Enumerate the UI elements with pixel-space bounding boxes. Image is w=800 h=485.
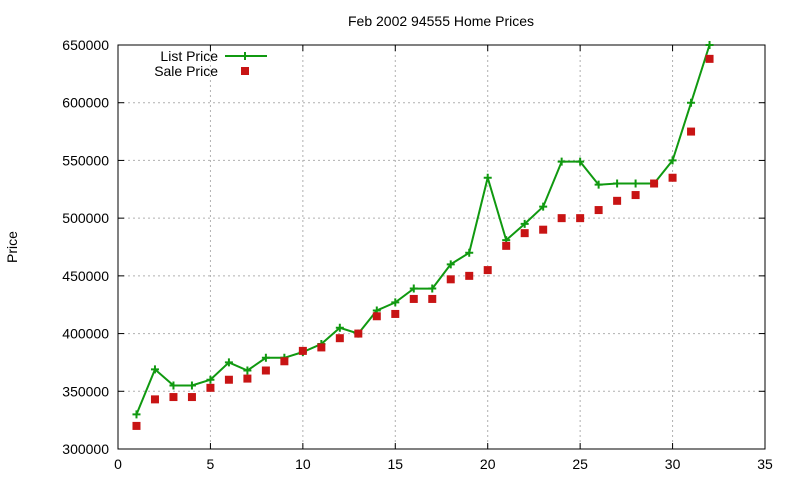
data-point-sale-price	[206, 383, 215, 392]
data-point-list-price	[187, 381, 196, 390]
y-tick-label: 350000	[62, 383, 109, 399]
data-point-list-price	[224, 358, 233, 367]
y-axis-label: Price	[4, 231, 20, 263]
legend-label-sale-price: Sale Price	[154, 63, 218, 79]
data-point-sale-price	[150, 395, 159, 404]
data-point-list-price	[687, 98, 696, 107]
y-tick-label: 600000	[62, 95, 109, 111]
data-point-sale-price	[261, 366, 270, 375]
x-tick-label: 30	[665, 456, 681, 472]
data-point-sale-price	[187, 393, 196, 402]
y-tick-label: 400000	[62, 326, 109, 342]
data-point-list-price	[335, 323, 344, 332]
data-point-sale-price	[687, 127, 696, 136]
x-tick-label: 5	[207, 456, 215, 472]
y-tick-label: 300000	[62, 441, 109, 457]
data-point-sale-price	[576, 214, 585, 223]
data-point-sale-price	[631, 191, 640, 200]
data-point-sale-price	[335, 334, 344, 343]
legend-label-list-price: List Price	[160, 48, 218, 64]
data-point-list-price	[409, 284, 418, 293]
plot-frame	[117, 44, 766, 450]
data-point-list-price	[539, 202, 548, 211]
data-point-list-price	[169, 381, 178, 390]
axis-ticks: 0 5 10 15 20 25 30 35 300000 350000 400000 450000 50…	[62, 37, 773, 472]
data-point-list-price	[576, 157, 585, 166]
series	[132, 41, 714, 430]
data-point-sale-price	[354, 329, 363, 338]
y-tick-label: 650000	[62, 37, 109, 53]
x-tick-label: 10	[295, 456, 311, 472]
legend-marker-list-price	[241, 52, 249, 60]
x-tick-label: 20	[480, 456, 496, 472]
series-line-list-price	[135, 44, 711, 415]
data-point-list-price	[483, 173, 492, 182]
data-point-list-price	[631, 179, 640, 188]
data-point-sale-price	[372, 312, 381, 321]
data-point-sale-price	[465, 271, 474, 280]
data-point-sale-price	[557, 214, 566, 223]
data-point-list-price	[391, 298, 400, 307]
data-point-sale-price	[280, 357, 289, 366]
data-point-sale-price	[428, 294, 437, 303]
chart-title: Feb 2002 94555 Home Prices	[348, 13, 534, 29]
data-point-list-price	[206, 375, 215, 384]
x-tick-label: 15	[387, 456, 403, 472]
data-point-list-price	[428, 284, 437, 293]
data-point-sale-price	[705, 54, 714, 63]
data-point-sale-price	[224, 375, 233, 384]
data-point-list-price	[465, 248, 474, 257]
data-point-sale-price	[613, 196, 622, 205]
data-point-list-price	[594, 180, 603, 189]
data-point-list-price	[261, 353, 270, 362]
grid	[118, 45, 765, 449]
data-point-sale-price	[446, 275, 455, 284]
data-point-sale-price	[409, 294, 418, 303]
data-point-sale-price	[650, 179, 659, 188]
y-tick-label: 500000	[62, 210, 109, 226]
data-point-list-price	[520, 219, 529, 228]
data-point-list-price	[557, 157, 566, 166]
data-point-sale-price	[243, 374, 252, 383]
legend-marker-sale-price	[241, 67, 249, 75]
data-point-sale-price	[391, 309, 400, 318]
data-point-list-price	[132, 410, 141, 419]
data-point-sale-price	[520, 229, 529, 238]
x-tick-label: 0	[114, 456, 122, 472]
data-point-sale-price	[317, 343, 326, 352]
y-tick-label: 450000	[62, 268, 109, 284]
data-point-sale-price	[132, 421, 141, 430]
x-tick-label: 35	[757, 456, 773, 472]
data-point-sale-price	[668, 173, 677, 182]
legend: List Price Sale Price	[154, 48, 267, 79]
data-point-list-price	[243, 366, 252, 375]
data-point-sale-price	[298, 346, 307, 355]
data-point-list-price	[613, 179, 622, 188]
x-tick-label: 25	[572, 456, 588, 472]
data-point-list-price	[705, 41, 714, 49]
y-tick-label: 550000	[62, 152, 109, 168]
data-point-sale-price	[483, 266, 492, 275]
data-point-sale-price	[502, 241, 511, 250]
data-point-list-price	[668, 156, 677, 165]
data-point-sale-price	[539, 225, 548, 234]
data-point-sale-price	[169, 393, 178, 402]
data-point-sale-price	[594, 206, 603, 215]
data-point-list-price	[150, 365, 159, 374]
data-point-list-price	[446, 260, 455, 269]
